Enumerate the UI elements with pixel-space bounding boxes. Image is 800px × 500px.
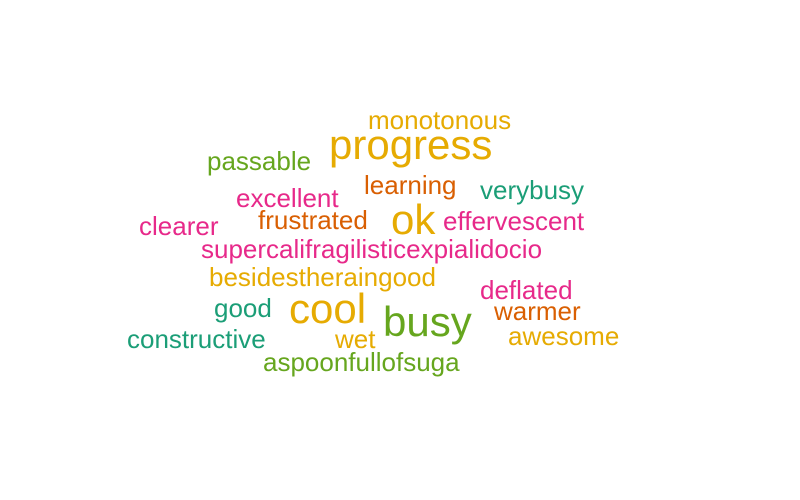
- word-wet: wet: [335, 324, 376, 354]
- word-excellent: excellent: [236, 183, 339, 213]
- word-besidestheraingood: besidestheraingood: [209, 262, 436, 292]
- word-deflated: deflated: [480, 275, 573, 305]
- word-frustrated: frustrated: [258, 205, 368, 235]
- word-good: good: [214, 293, 272, 323]
- word-clearer: clearer: [139, 211, 219, 241]
- word-monotonous: monotonous: [368, 105, 512, 135]
- word-progress: progress: [329, 121, 493, 168]
- word-verybusy: verybusy: [480, 175, 585, 205]
- word-learning: learning: [364, 170, 457, 200]
- word-awesome: awesome: [508, 321, 620, 351]
- word-passable: passable: [207, 146, 312, 176]
- word-warmer: warmer: [494, 296, 581, 326]
- word-cool: cool: [289, 285, 367, 332]
- word-ok: ok: [391, 196, 436, 243]
- word-constructive: constructive: [127, 324, 266, 354]
- word-busy: busy: [383, 298, 472, 345]
- word-effervescent: effervescent: [443, 206, 585, 236]
- word-supercalifragilisticexpialidocio: supercalifragilisticexpialidocio: [201, 234, 543, 264]
- word-aspoonfullofsuga: aspoonfullofsuga: [263, 347, 460, 377]
